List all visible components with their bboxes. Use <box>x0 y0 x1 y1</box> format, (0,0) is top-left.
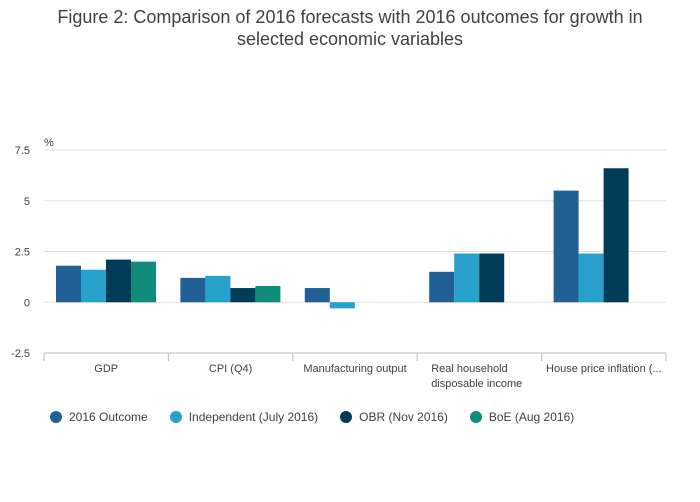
chart-title: Figure 2: Comparison of 2016 forecasts w… <box>0 6 700 50</box>
bar-boe-aug-2016 <box>255 286 281 303</box>
legend-label: Independent (July 2016) <box>188 410 319 424</box>
legend-label: BoE (Aug 2016) <box>488 410 575 424</box>
bar-independent-july-2016 <box>454 253 480 303</box>
chart-title-line-1: Figure 2: Comparison of 2016 forecasts w… <box>57 7 643 27</box>
chart-title-line-2: selected economic variables <box>236 29 464 49</box>
y-tick-label: 0 <box>24 297 30 309</box>
bar-chart: -2.5 0 2.5 5 7.5 % GDP CPI (Q4) Manufacturing … <box>11 137 667 390</box>
legend-swatch <box>469 411 482 423</box>
bar-independent-july-2016 <box>329 302 355 309</box>
x-category-label: CPI (Q4) <box>209 363 252 375</box>
legend-item[interactable]: BoE (Aug 2016) <box>469 410 575 424</box>
x-category-label: Manufacturing output <box>303 363 406 375</box>
legend-item[interactable]: OBR (Nov 2016) <box>340 410 448 424</box>
bar-2016-outcome <box>429 271 455 303</box>
bar-2016-outcome <box>304 288 330 303</box>
bar-2016-outcome <box>553 190 579 303</box>
bar-2016-outcome <box>56 265 81 303</box>
x-category-label: Real household <box>431 363 507 375</box>
x-category-label: GDP <box>94 363 118 375</box>
x-axis-category-labels: GDP CPI (Q4) Manufacturing output Real hous… <box>94 363 661 390</box>
bar-obr-nov-2016 <box>230 288 256 303</box>
x-category-label: House price inflation (... <box>546 363 662 375</box>
x-axis <box>43 352 667 361</box>
bar-obr-nov-2016 <box>603 168 629 303</box>
y-tick-label: -2.5 <box>11 348 30 360</box>
legend-swatch <box>169 411 182 423</box>
bar-obr-nov-2016 <box>479 253 505 303</box>
chart-legend: 2016 Outcome Independent (July 2016) OBR (… <box>50 406 596 428</box>
y-axis-tick-labels: -2.5 0 2.5 5 7.5 <box>11 145 30 360</box>
bar-independent-july-2016 <box>578 253 604 303</box>
bar-independent-july-2016 <box>205 275 231 303</box>
bar-obr-nov-2016 <box>106 259 131 303</box>
legend-label: 2016 Outcome <box>69 410 148 424</box>
legend-item[interactable]: Independent (July 2016) <box>169 410 319 424</box>
y-axis-unit-label: % <box>44 137 54 149</box>
y-tick-label: 2.5 <box>15 247 30 259</box>
bar-2016-outcome <box>180 277 206 303</box>
y-tick-label: 7.5 <box>15 145 30 157</box>
bar-independent-july-2016 <box>81 269 106 303</box>
bar-boe-aug-2016 <box>131 261 156 303</box>
legend-swatch <box>50 411 62 423</box>
y-tick-label: 5 <box>24 196 30 208</box>
legend-item[interactable]: 2016 Outcome <box>50 410 148 424</box>
x-category-label: disposable income <box>431 378 522 390</box>
legend-label: OBR (Nov 2016) <box>359 410 448 424</box>
legend-swatch <box>340 411 353 423</box>
bars <box>56 168 629 309</box>
